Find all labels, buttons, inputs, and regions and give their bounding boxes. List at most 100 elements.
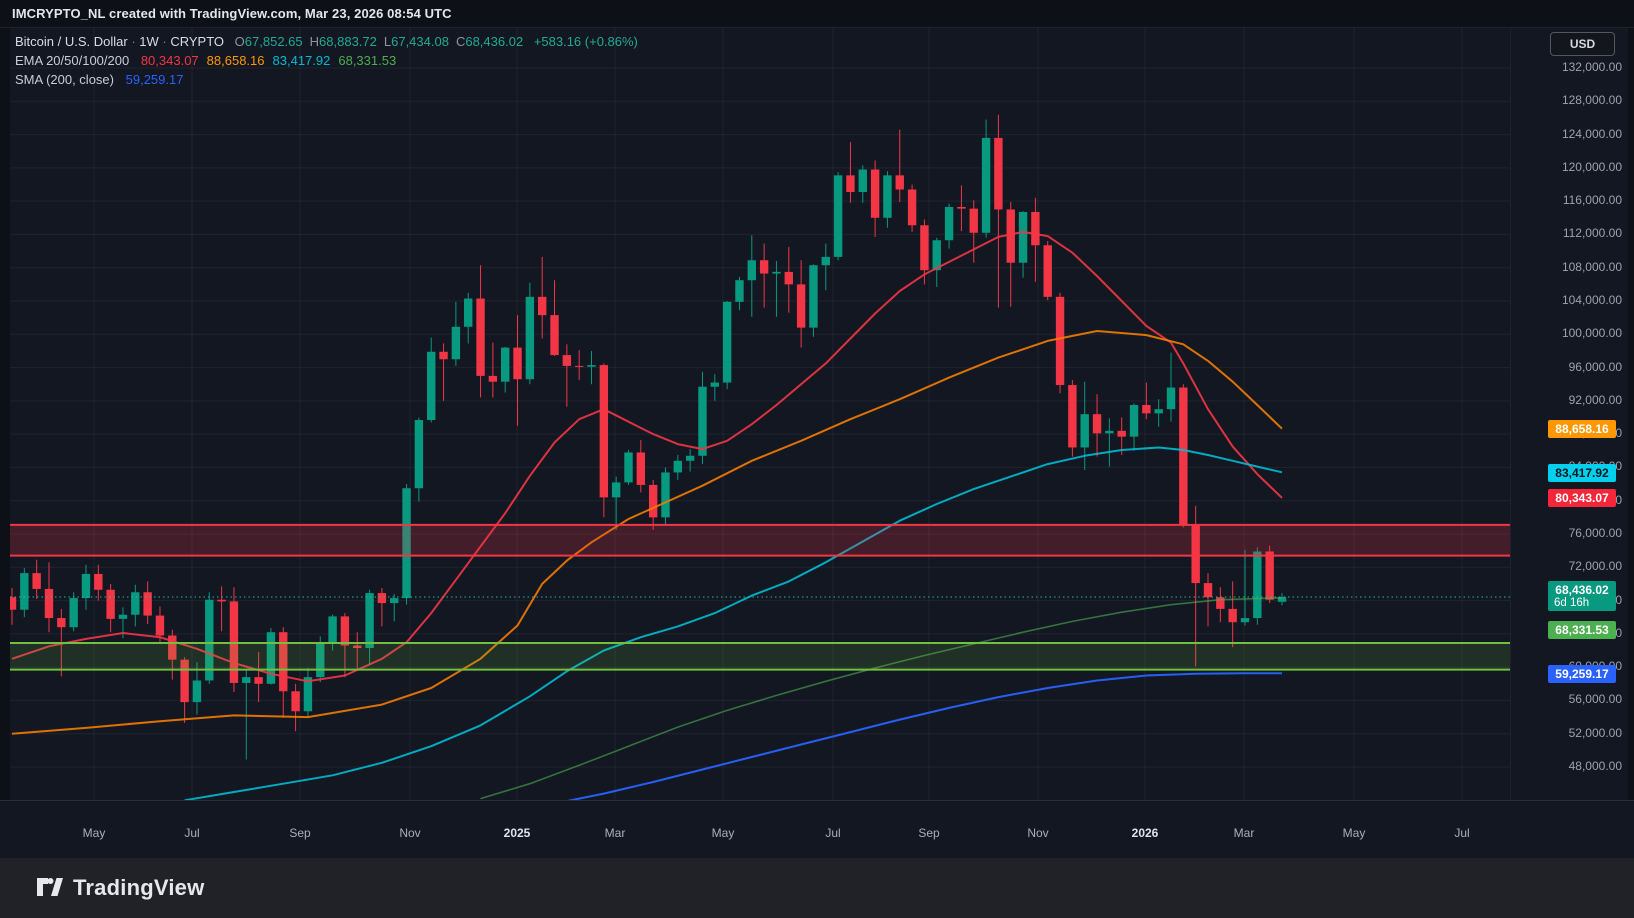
time-tick-label[interactable]: 2026 (1131, 826, 1159, 840)
sma-value: 59,259.17 (125, 72, 184, 87)
candlestick-chart-canvas[interactable] (10, 28, 1510, 800)
price-tick-label: 120,000.00 (1561, 159, 1622, 174)
price-label-8034307: 80,343.07 (1548, 489, 1616, 508)
symbol-name[interactable]: Bitcoin / U.S. Dollar (15, 34, 128, 49)
candle-body (20, 573, 29, 610)
time-tick-label[interactable]: 2025 (503, 826, 531, 840)
candle-body (957, 206, 966, 209)
price-tick-label: 116,000.00 (1562, 193, 1622, 208)
candle-body (944, 206, 954, 241)
candle-body (501, 347, 510, 382)
legend-sma-row[interactable]: SMA (200, close) 59,259.17 (15, 71, 638, 89)
tradingview-brand-text: TradingView (73, 875, 205, 900)
candle-body (254, 677, 263, 684)
candle-body (870, 169, 880, 218)
time-tick-label[interactable]: Jul (1454, 826, 1470, 840)
price-tick-label: 128,000.00 (1561, 93, 1622, 108)
price-tick-label: 92,000.00 (1568, 392, 1622, 407)
price-label-8865816: 88,658.16 (1548, 420, 1616, 439)
interval-label[interactable]: 1W (139, 34, 159, 49)
time-tick-label[interactable]: Nov (399, 826, 421, 840)
header-bar: IMCRYPTO_NL created with TradingView.com… (0, 0, 1634, 28)
candle-body (1154, 409, 1163, 414)
price-axis[interactable]: USD 132,000.00 128,000.00 124,000.00 120,00… (1510, 28, 1628, 800)
candle-body (1043, 245, 1052, 297)
time-tick-label[interactable]: May (711, 826, 735, 840)
candle-body (747, 260, 756, 281)
candle-body (1277, 596, 1287, 602)
candle-body (932, 240, 941, 271)
candle-body (390, 598, 399, 604)
candle-body (1142, 405, 1151, 414)
ema-indicator-label[interactable]: EMA 20/50/100/200 (15, 53, 130, 68)
change-value: +583.16 (+0.86%) (533, 34, 638, 49)
currency-toggle-button[interactable]: USD (1550, 32, 1615, 56)
exchange-label[interactable]: CRYPTO (170, 34, 225, 49)
time-tick-label[interactable]: May (1342, 826, 1366, 840)
time-tick-label[interactable]: Nov (1027, 826, 1049, 840)
time-tick-label[interactable]: May (82, 826, 106, 840)
candle-body (414, 420, 424, 489)
time-tick-label[interactable]: Mar (604, 826, 626, 840)
chart-plot-area[interactable]: Bitcoin / U.S. Dollar · 1W · CRYPTO O67,… (10, 28, 1510, 800)
candle-body (464, 298, 473, 327)
price-tick-label: 100,000.00 (1561, 326, 1622, 341)
candle-body (291, 691, 300, 712)
ema-value: 80,343.07 (140, 53, 199, 68)
candle-body (772, 271, 781, 274)
candle-body (611, 482, 621, 498)
ohlc-values: O67,852.65 H68,883.72 L67,434.08 C68,436.02 (228, 34, 524, 49)
candle-body (242, 677, 251, 683)
candle-body (205, 599, 214, 681)
candle-body (1166, 387, 1176, 410)
candle-body (846, 175, 855, 192)
price-label-6843602: 68,436.02 6d 16h (1548, 580, 1616, 611)
time-axis[interactable]: May Jul Sep Nov 2025 Mar May Jul Sep Nov 2026 Mar Ma… (0, 800, 1634, 858)
candle-body (1265, 551, 1274, 600)
candle-body (180, 659, 189, 703)
separator-dot: · (131, 34, 140, 49)
candle-body (1080, 414, 1089, 448)
candle-body (1092, 414, 1102, 434)
candle-body (722, 301, 732, 383)
candle-body (821, 256, 830, 266)
candle-body (427, 351, 436, 421)
candle-body (1117, 430, 1126, 437)
ma-line-ema50 (11, 330, 1283, 735)
candle-body (537, 296, 547, 316)
candle-body (488, 375, 498, 382)
time-tick-label[interactable]: Mar (1233, 826, 1255, 840)
time-tick-label[interactable]: Jul (184, 826, 200, 840)
time-tick-label[interactable]: Sep (289, 826, 311, 840)
time-tick-label[interactable]: Jul (825, 826, 841, 840)
candle-body (513, 347, 522, 380)
candle-body (1006, 209, 1015, 263)
support-zone-fill (10, 643, 1510, 670)
price-label-6833153: 68,331.53 (1548, 621, 1616, 640)
legend-symbol-row[interactable]: Bitcoin / U.S. Dollar · 1W · CRYPTO O67,… (15, 33, 638, 51)
sma-indicator-label[interactable]: SMA (200, close) (15, 72, 114, 87)
tradingview-brand[interactable]: TradingView (37, 875, 204, 901)
candle-body (451, 326, 461, 360)
footer-bar: TradingView (0, 858, 1634, 918)
price-tick-label: 72,000.00 (1568, 559, 1622, 574)
candle-body (759, 260, 769, 274)
time-tick-label[interactable]: Sep (918, 826, 940, 840)
candle-body (217, 599, 226, 602)
candle-body (710, 382, 720, 387)
candle-body (1068, 385, 1077, 448)
ma-line-sma200 (567, 672, 1282, 800)
candle-body (784, 271, 793, 285)
candle-body (587, 365, 596, 367)
candle-body (131, 592, 140, 615)
candle-body (969, 208, 978, 233)
ohlc-number: 68,883.72 (319, 34, 377, 49)
candle-body (155, 615, 165, 636)
candle-body (279, 632, 288, 692)
candle-body (550, 315, 559, 356)
candle-body (192, 680, 202, 703)
legend-ema-row[interactable]: EMA 20/50/100/200 80,343.07 88,658.16 83,4… (15, 52, 638, 70)
ma-line-ema200 (480, 597, 1283, 800)
candle-body (648, 484, 658, 518)
